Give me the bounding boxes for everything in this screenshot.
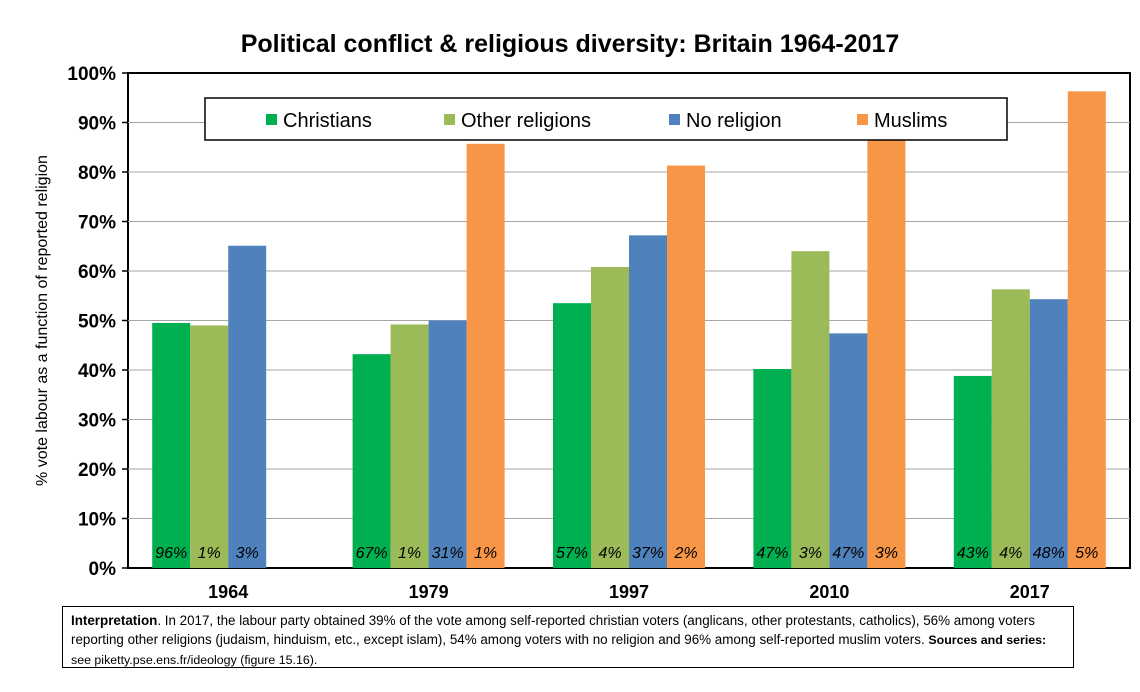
bar xyxy=(352,354,391,568)
bar xyxy=(553,303,591,568)
legend-label: No religion xyxy=(686,110,782,132)
sources-label: Sources and series: xyxy=(928,633,1047,647)
bar xyxy=(190,325,229,568)
bar xyxy=(591,267,629,568)
bar xyxy=(667,165,705,568)
interpretation-note: Interpretation. In 2017, the labour part… xyxy=(62,606,1074,668)
bar-data-label: 47% xyxy=(756,545,788,562)
bar xyxy=(953,375,992,568)
bar-data-label: 1% xyxy=(474,545,497,562)
bar-data-label: 3% xyxy=(236,545,259,562)
y-tick-label: 10% xyxy=(78,510,116,531)
bar-chart: 0% 10% 20% 30% 40% 50% 60% 70% 80% 90% 100% % vote … xyxy=(34,64,1131,600)
bar xyxy=(390,324,429,568)
legend-swatch xyxy=(857,114,868,125)
bar xyxy=(1029,299,1068,568)
bar-data-label: 48% xyxy=(1033,545,1065,562)
interpretation-label: Interpretation xyxy=(71,613,158,628)
bar xyxy=(867,123,906,569)
bar-data-label: 4% xyxy=(999,545,1022,562)
bar xyxy=(991,289,1030,568)
y-tick-label: 30% xyxy=(78,411,116,432)
bar-data-label: 3% xyxy=(799,545,822,562)
bar-data-label: 1% xyxy=(398,545,421,562)
bar xyxy=(466,143,505,568)
legend-swatch xyxy=(266,114,277,125)
bar xyxy=(629,235,667,569)
bar-data-label: 4% xyxy=(598,545,621,562)
y-tick-label: 100% xyxy=(67,64,116,85)
y-tick-label: 70% xyxy=(78,213,116,234)
x-tick-label: 2017 xyxy=(1010,582,1050,600)
bar-data-label: 3% xyxy=(875,545,898,562)
interpretation-text: . In 2017, the labour party obtained 39%… xyxy=(71,613,1035,647)
legend-swatch xyxy=(669,114,680,125)
y-tick-label: 50% xyxy=(78,312,116,333)
bar xyxy=(152,322,191,568)
bar-data-label: 1% xyxy=(198,545,221,562)
bar xyxy=(1067,91,1106,568)
x-tick-label: 1997 xyxy=(609,582,649,600)
bar-data-label: 5% xyxy=(1075,545,1098,562)
y-tick-label: 40% xyxy=(78,361,116,382)
legend-label: Muslims xyxy=(874,110,947,132)
bar-data-label: 43% xyxy=(957,545,989,562)
legend-label: Christians xyxy=(283,110,372,132)
legend-label: Other religions xyxy=(461,110,591,132)
x-tick-label: 1979 xyxy=(409,582,449,600)
bar-data-label: 67% xyxy=(356,545,388,562)
sources-text: see piketty.pse.ens.fr/ideology (figure … xyxy=(71,653,318,667)
bar-data-label: 31% xyxy=(432,545,464,562)
y-tick-label: 80% xyxy=(78,163,116,184)
y-tick-label: 60% xyxy=(78,262,116,283)
y-tick-label: 20% xyxy=(78,460,116,481)
bar-data-label: 96% xyxy=(155,545,187,562)
bar xyxy=(753,369,792,568)
bar-data-label: 47% xyxy=(832,545,864,562)
x-tick-label: 1964 xyxy=(208,582,248,600)
bar xyxy=(228,245,267,568)
bar xyxy=(791,251,830,568)
bar xyxy=(428,320,467,568)
bar-data-label: 2% xyxy=(673,545,697,562)
y-tick-label: 0% xyxy=(89,559,117,580)
x-tick-label: 2010 xyxy=(809,582,849,600)
bar-data-label: 57% xyxy=(556,545,588,562)
y-tick-label: 90% xyxy=(78,114,116,135)
legend-swatch xyxy=(444,114,455,125)
bar-data-label: 37% xyxy=(632,545,664,562)
bar xyxy=(829,333,868,568)
chart-title: Political conflict & religious diversity… xyxy=(240,30,900,58)
legend-box xyxy=(204,97,1008,141)
y-axis-title: % vote labour as a function of reported … xyxy=(34,155,51,486)
